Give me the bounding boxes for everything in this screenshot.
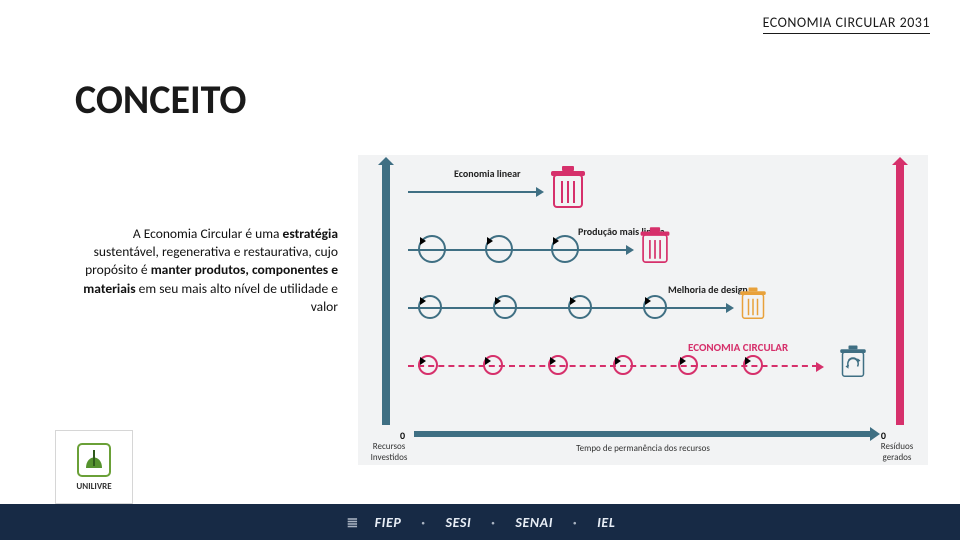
loop-icon <box>743 355 763 375</box>
p3: em seu mais alto nível de utilidade e va… <box>136 280 338 315</box>
loop-icon <box>568 295 592 319</box>
circular-economy-diagram: Economia linearProdução mais limpaMelhor… <box>358 155 928 465</box>
loop-icon <box>418 295 442 319</box>
loop-icon <box>418 355 438 375</box>
row-label-3: ECONOMIA CIRCULAR <box>688 341 788 354</box>
loop-icon <box>678 355 698 375</box>
y-axis-resources <box>378 163 394 425</box>
loop-icon <box>485 235 513 263</box>
footer-sesi: SESI <box>445 514 471 531</box>
loop-icon <box>613 355 633 375</box>
logo-text: UNILIVRE <box>76 481 111 492</box>
recycle-bin-icon <box>838 344 868 380</box>
loop-icon <box>551 235 579 263</box>
time-axis-arrow <box>414 431 872 437</box>
footer-iel: IEL <box>597 514 615 531</box>
page-title: CONCEITO <box>75 75 246 124</box>
loop-icon <box>643 295 667 319</box>
loop-icon <box>493 295 517 319</box>
b1: estratégia <box>283 225 338 242</box>
trash-bin-icon <box>548 165 588 211</box>
axis-label-center: Tempo de permanência dos recursos <box>378 443 908 454</box>
header-text: ECONOMIA CIRCULAR 2031 <box>763 14 930 34</box>
footer-fiep: FIEP <box>375 514 402 531</box>
footer-bar: ≣FIEP·SESI·SENAI·IEL <box>0 504 960 540</box>
row-arrow-0 <box>408 191 538 193</box>
trash-bin-icon <box>638 226 672 266</box>
loop-icon <box>418 235 446 263</box>
trash-bin-icon <box>738 286 768 322</box>
footer-senai: SENAI <box>515 514 553 531</box>
y-axis-waste <box>892 163 908 425</box>
loop-icon <box>548 355 568 375</box>
row-label-2: Melhoria de design <box>668 283 748 296</box>
p1: A Economia Circular é uma <box>133 225 283 242</box>
row-label-0: Economia linear <box>454 167 521 180</box>
loop-icon <box>483 355 503 375</box>
unilivre-logo: UNILIVRE <box>55 430 133 504</box>
concept-paragraph: A Economia Circular é uma estratégia sus… <box>75 225 338 316</box>
